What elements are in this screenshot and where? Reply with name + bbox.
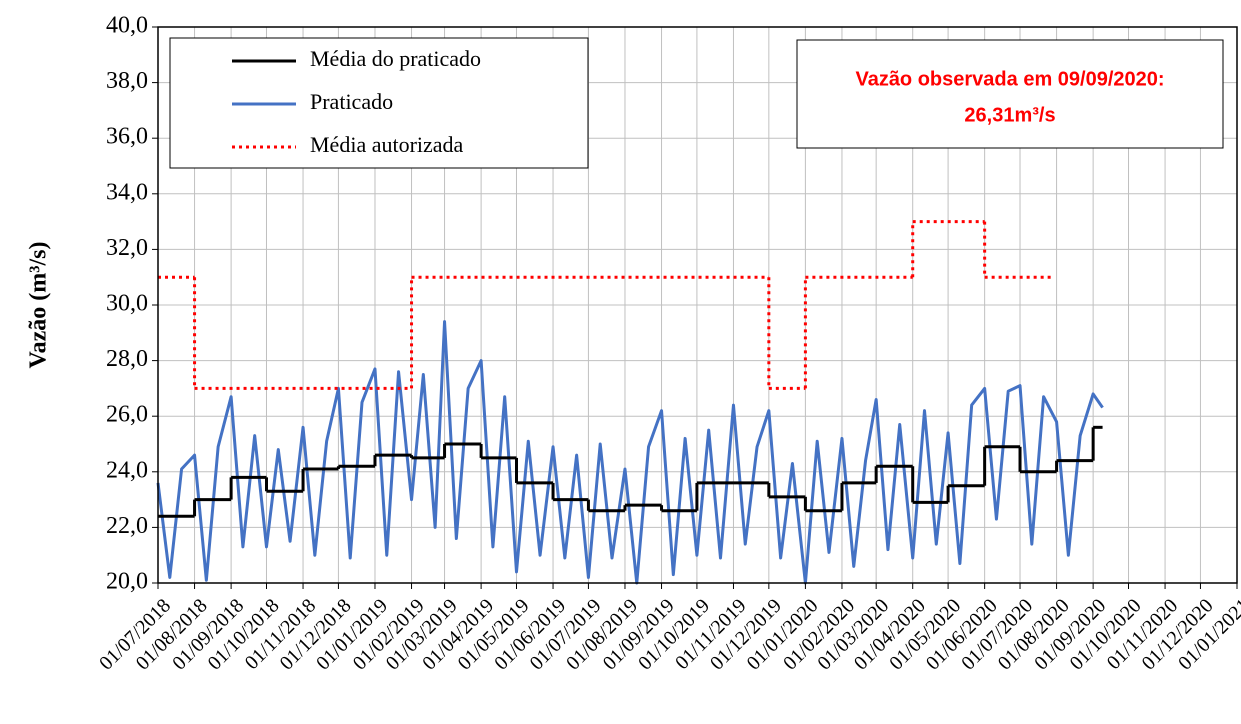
legend-label: Praticado: [310, 89, 393, 114]
y-tick-label: 40,0: [106, 13, 148, 39]
legend-label: Média autorizada: [310, 132, 464, 157]
legend-label: Média do praticado: [310, 46, 481, 71]
y-tick-label: 24,0: [106, 457, 148, 483]
y-tick-label: 26,0: [106, 402, 148, 428]
annotation-text: Vazão observada em 09/09/2020:: [855, 68, 1164, 90]
y-tick-label: 20,0: [106, 569, 148, 595]
data-line: [156, 320, 1104, 585]
y-tick-label: 36,0: [106, 124, 148, 150]
annotation-box: [796, 39, 1224, 149]
legend: Média do praticado Praticado Média autoriz…: [169, 37, 589, 169]
y-tick-label: 28,0: [106, 346, 148, 372]
y-tick-label: 32,0: [106, 235, 148, 261]
annotation-text: 26,31m³/s: [964, 104, 1055, 126]
y-tick-label: 22,0: [106, 513, 148, 539]
y-tick-label: 34,0: [106, 179, 148, 205]
plot-marks: [156, 220, 1104, 585]
y-axis-label: Vazão (m³/s): [26, 242, 52, 369]
y-tick-label: 30,0: [106, 291, 148, 317]
annotation: Vazão observada em 09/09/2020: 26,31m³/s: [855, 68, 1164, 126]
y-tick-label: 38,0: [106, 68, 148, 94]
